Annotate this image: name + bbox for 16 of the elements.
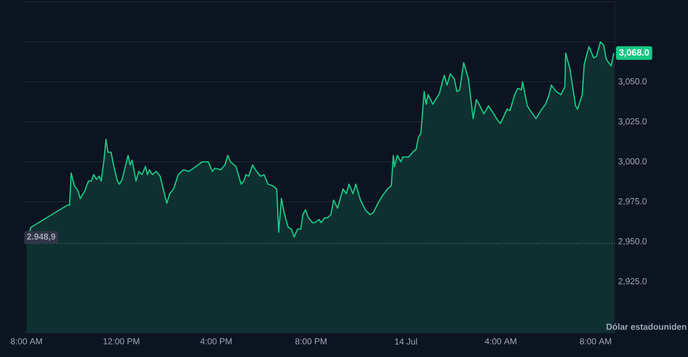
y-tick-label: 3,025.0 [618,118,647,126]
x-tick-label: 14 Jul [395,338,417,345]
x-tick-label: 4:00 AM [484,338,516,344]
x-tick-label: 4:00 PM [200,338,232,344]
ref-line-label: 2.948,9 [27,234,56,241]
x-tick-label: 8:00 AM [580,338,612,344]
annotation: 3,068.0 [619,49,649,57]
y-tick-label: 3,050.0 [618,78,647,86]
x-tick-label: 8:00 AM [10,338,42,344]
annotation: Dólar estadouniden [606,323,686,330]
x-tick-label: 8:00 PM [295,338,326,344]
y-tick-label: 3,000.0 [618,158,647,166]
y-tick-label: 2,925.0 [618,278,647,286]
y-tick-label: 2,975.0 [618,198,647,206]
y-tick-label: 2,950.0 [618,238,647,246]
x-tick-label: 12:00 PM [104,338,140,344]
